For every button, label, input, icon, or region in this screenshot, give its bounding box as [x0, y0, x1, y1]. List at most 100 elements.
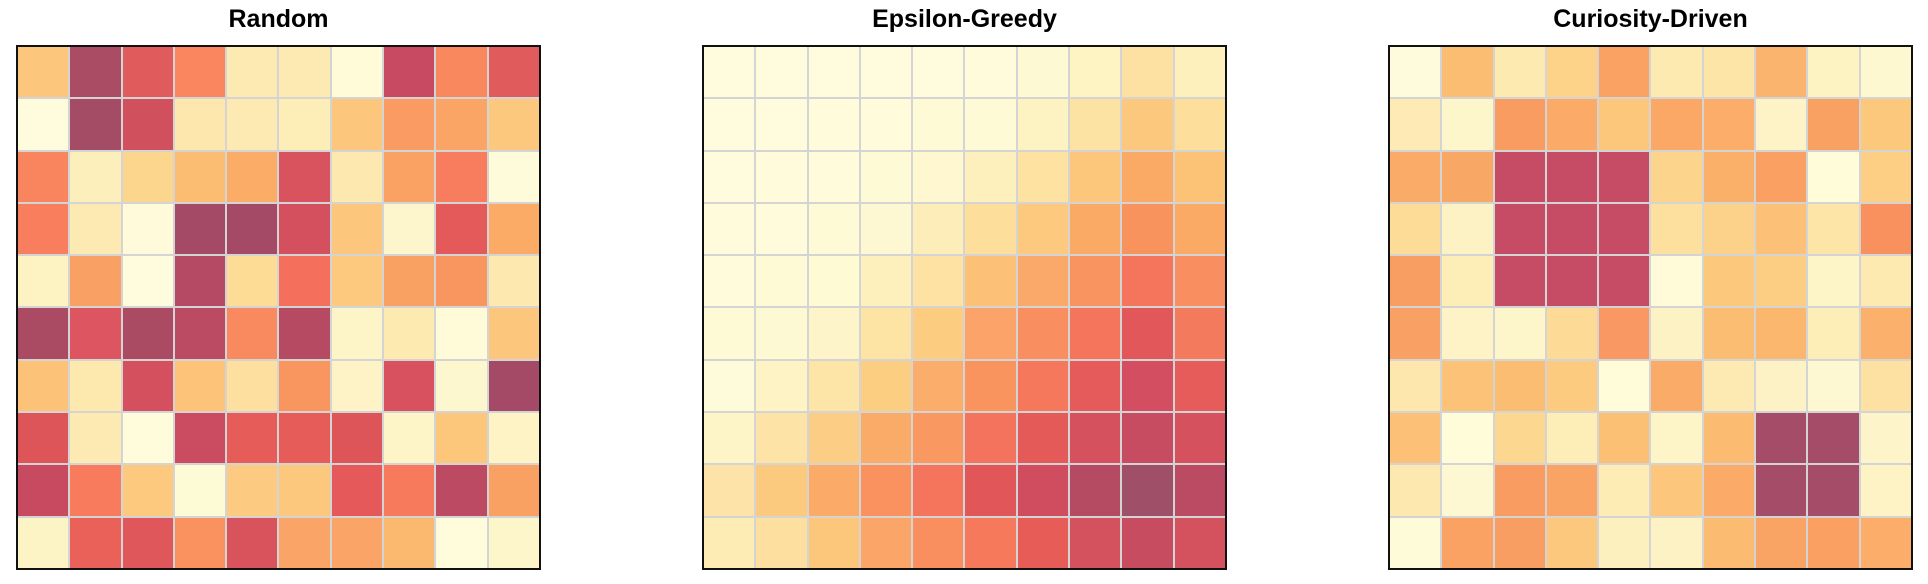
- heatmap-cell: [18, 413, 69, 464]
- heatmap-grid-random: [16, 45, 541, 570]
- heatmap-cell: [1070, 256, 1121, 307]
- heatmap-cell: [808, 517, 859, 568]
- heatmap-cell: [1122, 256, 1173, 307]
- heatmap-cell: [965, 465, 1016, 516]
- heatmap-cell: [704, 517, 755, 568]
- heatmap-cell: [808, 99, 859, 150]
- heatmap-cell: [1756, 47, 1807, 98]
- heatmap-cell: [1070, 203, 1121, 255]
- heatmap-cell: [174, 360, 226, 412]
- heatmap-cell: [1390, 308, 1441, 359]
- heatmap-cell: [1808, 465, 1859, 516]
- heatmap-cell: [488, 465, 539, 516]
- heatmap-cell: [1174, 151, 1225, 202]
- heatmap-cell: [436, 517, 487, 568]
- heatmap-cell: [1017, 47, 1069, 98]
- heatmap-cell: [18, 151, 69, 202]
- heatmap-cell: [331, 517, 383, 568]
- heatmap-cell: [1017, 517, 1069, 568]
- heatmap-cell: [860, 360, 912, 412]
- heatmap-cell: [860, 465, 912, 516]
- heatmap-cell: [1122, 203, 1173, 255]
- heatmap-cell: [1860, 256, 1911, 307]
- heatmap-cell: [704, 203, 755, 255]
- heatmap-grid-epsilon-greedy: [702, 45, 1227, 570]
- heatmap-cell: [1122, 360, 1173, 412]
- heatmap-cell: [1756, 308, 1807, 359]
- heatmap-cell: [1808, 517, 1859, 568]
- heatmap-cell: [756, 151, 807, 202]
- heatmap-cell: [1494, 151, 1545, 202]
- heatmap-cell: [279, 99, 330, 150]
- heatmap-cell: [1599, 465, 1650, 516]
- heatmap-cell: [174, 308, 226, 359]
- heatmap-cell: [913, 99, 964, 150]
- heatmap-cell: [1122, 517, 1173, 568]
- heatmap-cell: [1756, 203, 1807, 255]
- heatmap-cell: [122, 308, 173, 359]
- heatmap-cell: [1756, 413, 1807, 464]
- heatmap-cell: [384, 203, 435, 255]
- heatmap-cell: [756, 308, 807, 359]
- heatmap-cell: [1070, 360, 1121, 412]
- panel-title-curiosity-driven: Curiosity-Driven: [1553, 5, 1748, 33]
- heatmap-cell: [122, 151, 173, 202]
- heatmap-cell: [756, 465, 807, 516]
- heatmap-cell: [808, 47, 859, 98]
- heatmap-cell: [384, 256, 435, 307]
- heatmap-cell: [756, 413, 807, 464]
- heatmap-cell: [965, 256, 1016, 307]
- heatmap-cell: [1174, 360, 1225, 412]
- heatmap-cell: [279, 308, 330, 359]
- heatmap-cell: [488, 99, 539, 150]
- heatmap-cell: [227, 47, 278, 98]
- heatmap-cell: [1494, 99, 1545, 150]
- heatmap-cell: [122, 360, 173, 412]
- heatmap-cell: [1808, 360, 1859, 412]
- heatmap-cell: [227, 465, 278, 516]
- heatmap-cell: [1756, 465, 1807, 516]
- heatmap-cell: [1703, 465, 1755, 516]
- heatmap-cell: [913, 256, 964, 307]
- heatmap-cell: [1017, 308, 1069, 359]
- heatmap-cell: [436, 360, 487, 412]
- heatmap-cell: [384, 360, 435, 412]
- heatmap-cell: [1122, 413, 1173, 464]
- heatmap-cell: [227, 517, 278, 568]
- heatmap-cell: [1599, 151, 1650, 202]
- heatmap-cell: [756, 99, 807, 150]
- heatmap-cell: [70, 203, 121, 255]
- heatmap-cell: [1599, 99, 1650, 150]
- heatmap-cell: [227, 360, 278, 412]
- heatmap-cell: [1174, 308, 1225, 359]
- heatmap-cell: [1122, 47, 1173, 98]
- heatmap-cell: [18, 256, 69, 307]
- heatmap-cell: [1390, 47, 1441, 98]
- heatmap-cell: [1494, 308, 1545, 359]
- heatmap-cell: [174, 99, 226, 150]
- heatmap-cell: [1703, 413, 1755, 464]
- heatmap-cell: [18, 308, 69, 359]
- heatmap-cell: [70, 360, 121, 412]
- heatmap-cell: [227, 256, 278, 307]
- heatmap-cell: [1808, 47, 1859, 98]
- heatmap-cell: [1546, 151, 1598, 202]
- heatmap-cell: [1860, 517, 1911, 568]
- heatmap-cell: [1174, 256, 1225, 307]
- heatmap-cell: [1442, 47, 1493, 98]
- heatmap-cell: [488, 308, 539, 359]
- heatmap-cell: [1703, 47, 1755, 98]
- heatmap-cell: [1494, 47, 1545, 98]
- heatmap-cell: [331, 465, 383, 516]
- heatmap-cell: [384, 413, 435, 464]
- heatmap-cell: [860, 413, 912, 464]
- heatmap-cell: [1703, 308, 1755, 359]
- heatmap-cell: [1860, 151, 1911, 202]
- heatmap-cell: [1390, 517, 1441, 568]
- heatmap-cell: [1070, 465, 1121, 516]
- heatmap-cell: [70, 308, 121, 359]
- heatmap-cell: [227, 413, 278, 464]
- heatmap-cell: [18, 203, 69, 255]
- heatmap-cell: [1599, 413, 1650, 464]
